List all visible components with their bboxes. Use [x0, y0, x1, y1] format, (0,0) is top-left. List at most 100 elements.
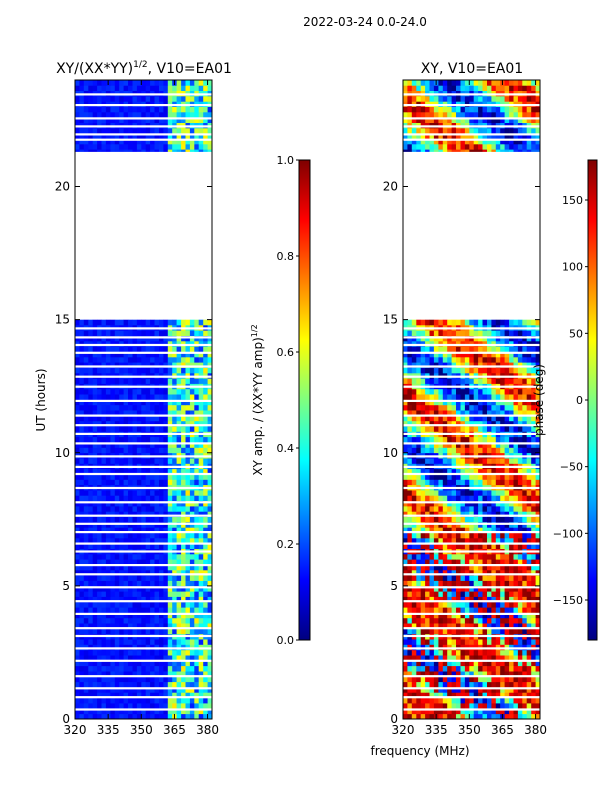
amp-gap-line — [75, 465, 212, 468]
phase-heatmap-cell — [535, 474, 540, 480]
amp-heatmap-cell — [83, 362, 89, 368]
phase-heatmap-cell — [531, 394, 536, 400]
amp-heatmap-cell — [110, 708, 116, 715]
phase-heatmap-cell — [464, 410, 470, 416]
amp-heatmap-cell — [181, 474, 186, 480]
amp-heatmap-cell — [88, 655, 94, 661]
amp-heatmap-cell — [185, 607, 191, 613]
amp-ytick-label: 10 — [55, 446, 70, 460]
phase-heatmap-cell — [460, 356, 466, 363]
amp-heatmap-cell — [141, 96, 147, 102]
phase-heatmap-cell — [504, 490, 510, 496]
phase-heatmap-cell — [495, 553, 501, 560]
amp-heatmap-cell — [159, 362, 164, 368]
phase-heatmap-cell — [491, 639, 497, 645]
phase-heatmap-cell — [411, 474, 417, 480]
amp-heatmap-cell — [114, 617, 120, 624]
amp-heatmap-cell — [203, 362, 208, 368]
amp-heatmap-cell — [176, 553, 182, 560]
amp-heatmap-cell — [176, 404, 182, 411]
amp-heatmap-cell — [123, 356, 129, 363]
amp-heatmap-cell — [198, 703, 204, 709]
phase-heatmap-cell — [460, 639, 466, 645]
amp-heatmap-cell — [154, 85, 160, 91]
phase-heatmap-cell — [482, 580, 488, 587]
phase-heatmap-cell — [460, 420, 466, 427]
phase-heatmap-cell — [509, 580, 514, 587]
phase-heatmap-cell — [416, 474, 422, 480]
amp-heatmap-cell — [185, 404, 191, 411]
amp-heatmap-cell — [163, 607, 169, 613]
phase-heatmap-cell — [442, 617, 448, 624]
phase-heatmap-cell — [473, 676, 479, 683]
amp-heatmap-cell — [150, 127, 155, 134]
phase-heatmap-cell — [456, 665, 461, 672]
amp-heatmap-cell — [167, 500, 173, 507]
phase-heatmap-cell — [495, 665, 501, 672]
phase-heatmap-cell — [403, 708, 408, 715]
phase-heatmap-cell — [531, 687, 536, 693]
amp-heatmap-cell — [189, 649, 195, 656]
amp-heatmap-cell — [132, 117, 138, 123]
amp-heatmap-cell — [110, 596, 116, 603]
amp-heatmap-cell — [172, 601, 177, 608]
phase-heatmap-cell — [429, 474, 435, 480]
amp-heatmap-cell — [163, 687, 169, 693]
amp-heatmap-cell — [181, 388, 186, 395]
amp-heatmap-cell — [172, 106, 177, 113]
amp-heatmap-cell — [154, 703, 160, 709]
amp-heatmap-cell — [92, 362, 98, 368]
phase-heatmap-cell — [526, 580, 532, 587]
phase-heatmap-cell — [491, 607, 497, 613]
amp-heatmap-cell — [207, 117, 212, 123]
phase-heatmap-cell — [495, 687, 501, 693]
phase-heatmap-cell — [500, 420, 505, 427]
phase-heatmap-cell — [403, 490, 408, 496]
amp-heatmap-cell — [181, 117, 186, 123]
phase-heatmap-cell — [416, 410, 422, 416]
amp-ytick-label: 5 — [62, 579, 70, 593]
amp-heatmap-cell — [114, 356, 120, 363]
amp-heatmap-cell — [163, 96, 169, 102]
phase-heatmap-cell — [487, 527, 492, 533]
phase-heatmap-cell — [495, 569, 501, 576]
amp-heatmap-cell — [185, 388, 191, 395]
amp-heatmap-cell — [181, 575, 186, 581]
phase-heatmap-cell — [403, 543, 408, 549]
phase-heatmap-cell — [456, 356, 461, 363]
amp-heatmap-cell — [101, 106, 107, 113]
amp-heatmap-cell — [105, 420, 111, 427]
amp-heatmap-cell — [88, 143, 94, 150]
phase-heatmap-cell — [442, 543, 448, 549]
phase-heatmap-cell — [509, 410, 514, 416]
phase-heatmap-cell — [447, 585, 452, 592]
amp-heatmap-cell — [159, 330, 164, 336]
phase-heatmap-cell — [442, 569, 448, 576]
amp-heatmap-cell — [75, 506, 80, 512]
phase-heatmap-cell — [517, 713, 523, 719]
amp-heatmap-cell — [101, 607, 107, 613]
phase-heatmap-cell — [411, 415, 417, 422]
amp-heatmap-cell — [141, 591, 147, 597]
amp-heatmap-cell — [132, 420, 138, 427]
phase-heatmap-cell — [531, 575, 536, 581]
amp-heatmap-cell — [132, 713, 138, 719]
amp-heatmap-cell — [119, 346, 124, 352]
amp-heatmap-cell — [75, 388, 80, 395]
amp-heatmap-cell — [110, 356, 116, 363]
amp-heatmap-cell — [114, 628, 120, 635]
phase-heatmap-cell — [482, 708, 488, 715]
phase-heatmap-cell — [447, 655, 452, 661]
phase-heatmap-cell — [482, 585, 488, 592]
amp-heatmap-cell — [92, 703, 98, 709]
phase-heatmap-cell — [522, 490, 528, 496]
phase-heatmap-cell — [535, 617, 540, 624]
amp-heatmap-cell — [154, 687, 160, 693]
phase-heatmap-cell — [425, 351, 430, 358]
amp-heatmap-cell — [79, 138, 85, 145]
amp-heatmap-cell — [83, 468, 89, 475]
amp-heatmap-cell — [83, 138, 89, 145]
amp-heatmap-cell — [159, 415, 164, 422]
amp-heatmap-cell — [136, 601, 142, 608]
